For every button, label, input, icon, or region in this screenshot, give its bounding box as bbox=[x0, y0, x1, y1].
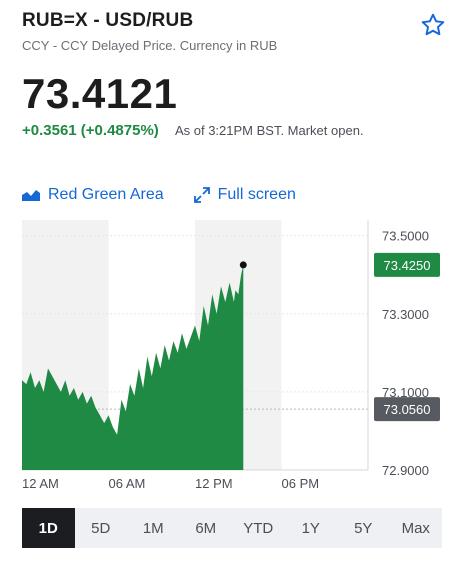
period-tab-ytd[interactable]: YTD bbox=[243, 519, 274, 537]
x-tick-label: 12 AM bbox=[22, 476, 59, 491]
previous-close-badge: 73.0560 bbox=[384, 402, 431, 417]
symbol-subtitle: CCY - CCY Delayed Price. Currency in RUB bbox=[22, 38, 278, 53]
price-change-row: +0.3561 (+0.4875%) As of 3:21PM BST. Mar… bbox=[22, 122, 364, 139]
price-badges: 73.4250 73.0560 bbox=[374, 252, 440, 422]
period-tab-5y[interactable]: 5Y bbox=[354, 519, 373, 537]
chart-style-label: Red Green Area bbox=[48, 186, 164, 203]
chart-controls: Red Green Area Full screen bbox=[22, 186, 296, 204]
price-change: +0.3561 (+0.4875%) bbox=[22, 122, 159, 139]
watchlist-star-icon[interactable] bbox=[420, 12, 446, 38]
x-tick-label: 06 PM bbox=[282, 476, 320, 491]
area-chart-icon bbox=[22, 190, 40, 201]
y-tick-label: 73.1000 bbox=[382, 385, 429, 400]
y-tick-label: 73.3000 bbox=[382, 307, 429, 322]
current-price-badge: 73.4250 bbox=[384, 258, 431, 273]
period-tab-1m[interactable]: 1M bbox=[142, 519, 164, 537]
symbol-title: RUB=X - USD/RUB bbox=[22, 10, 194, 31]
current-price: 73.4121 bbox=[22, 70, 178, 117]
market-status: As of 3:21PM BST. Market open. bbox=[174, 123, 364, 138]
markers bbox=[239, 261, 247, 269]
period-tab-1y[interactable]: 1Y bbox=[301, 519, 320, 537]
period-tab-5d[interactable]: 5D bbox=[91, 519, 111, 537]
y-tick-label: 73.5000 bbox=[382, 229, 429, 244]
chart-style-toggle[interactable]: Red Green Area bbox=[22, 186, 164, 204]
y-axis-labels: 73.5000 73.3000 73.1000 72.9000 bbox=[382, 229, 429, 478]
previous-close-badge-bg bbox=[374, 397, 440, 422]
x-tick-label: 06 AM bbox=[109, 476, 146, 491]
fullscreen-button[interactable]: Full screen bbox=[193, 186, 296, 204]
last-price-marker bbox=[239, 261, 247, 269]
price-area bbox=[22, 264, 244, 470]
x-tick-label: 12 PM bbox=[195, 476, 233, 491]
current-price-badge-bg bbox=[374, 252, 440, 277]
period-tab-max[interactable]: Max bbox=[401, 519, 430, 537]
quote-header: RUB=X - USD/RUB CCY - CCY Delayed Price.… bbox=[22, 10, 454, 53]
period-tab-1d[interactable]: 1D bbox=[22, 508, 75, 548]
period-selector: 1D 5D 1M 6M YTD 1Y 5Y Max bbox=[22, 508, 442, 548]
y-tick-label: 72.9000 bbox=[382, 463, 429, 478]
x-axis-labels: 12 AM 06 AM 12 PM 06 PM bbox=[22, 476, 319, 491]
expand-icon bbox=[193, 187, 210, 203]
period-tab-6m[interactable]: 6M bbox=[195, 519, 217, 537]
fullscreen-label: Full screen bbox=[217, 186, 296, 203]
